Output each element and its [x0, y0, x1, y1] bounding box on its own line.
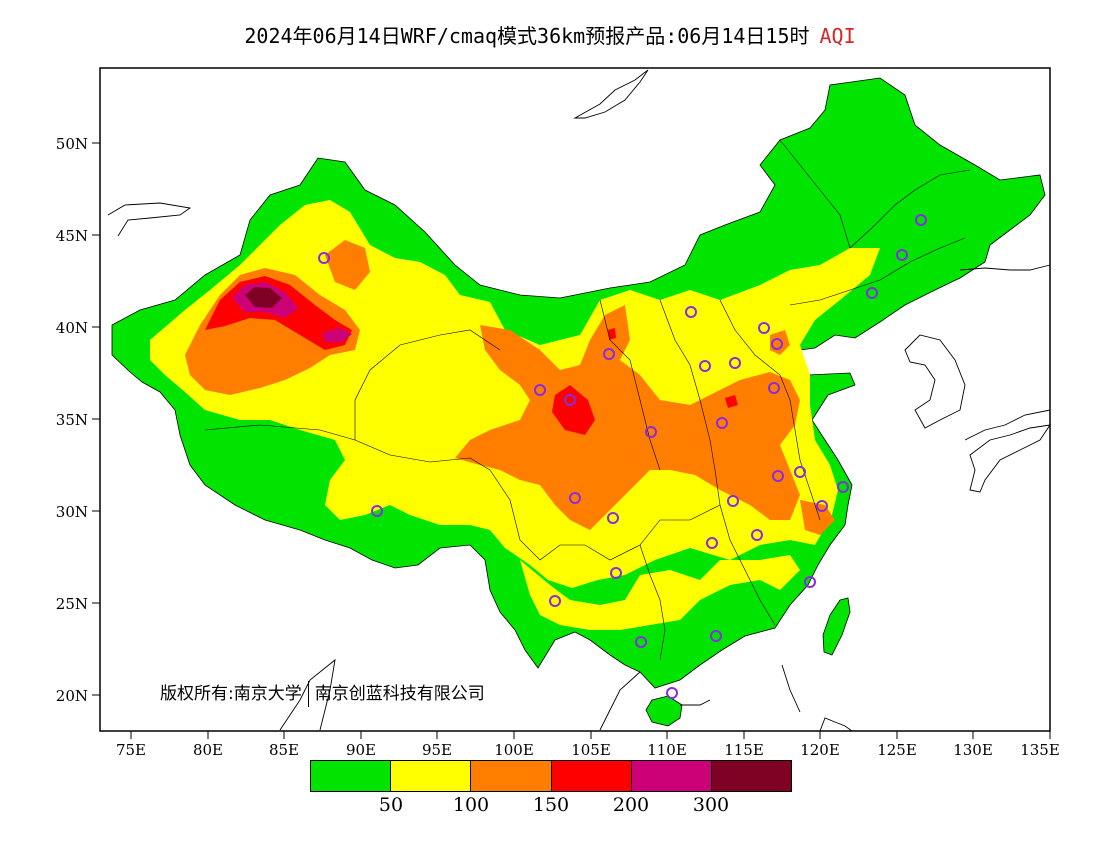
station-marker[interactable] [371, 505, 383, 517]
lon-label: 120E [800, 741, 840, 759]
lat-label: 30N [56, 503, 88, 521]
station-marker[interactable] [771, 338, 783, 350]
copyright-owner-1: 版权所有:南京大学 [160, 684, 302, 704]
title-main: 2024年06月14日WRF/cmaq模式36km预报产品:06月14日15时 [244, 24, 810, 48]
lat-label: 35N [56, 411, 88, 429]
aqi-zone-usg-north [325, 240, 370, 290]
copyright-notice: 版权所有:南京大学 南京创蓝科技有限公司 [160, 679, 485, 707]
aqi-zone-hazardous [245, 287, 282, 308]
legend-swatch-usg [471, 761, 552, 791]
lon-label: 95E [422, 741, 452, 759]
legend-swatch-very-unhealthy [631, 761, 712, 791]
station-marker[interactable] [915, 214, 927, 226]
aqi-zone-moderate-south [520, 555, 800, 630]
lon-label: 110E [647, 741, 687, 759]
station-marker[interactable] [896, 249, 908, 261]
legend-label: 150 [532, 794, 570, 816]
lon-label: 125E [877, 741, 917, 759]
lat-label: 20N [56, 687, 88, 705]
station-marker[interactable] [534, 384, 546, 396]
lat-label: 40N [56, 319, 88, 337]
station-marker[interactable] [318, 252, 330, 264]
station-marker[interactable] [603, 348, 615, 360]
legend-label: 50 [378, 794, 404, 816]
lat-axis: 50N 45N 40N 35N 30N 25N 20N [56, 135, 100, 705]
station-marker[interactable] [685, 306, 697, 318]
aqi-zone-usg-central [455, 305, 800, 530]
station-marker[interactable] [635, 636, 647, 648]
lon-label: 75E [116, 741, 146, 759]
station-marker[interactable] [564, 394, 576, 406]
station-marker[interactable] [607, 512, 619, 524]
legend-swatch-good [311, 761, 392, 791]
station-marker[interactable] [727, 495, 739, 507]
aqi-legend-labels: 50 100 150 200 300 [0, 794, 1100, 818]
title-variable: AQI [819, 24, 856, 48]
station-marker[interactable] [751, 529, 763, 541]
station-marker[interactable] [866, 287, 878, 299]
station-marker[interactable] [699, 360, 711, 372]
lat-label: 25N [56, 595, 88, 613]
province-borders [204, 139, 971, 661]
legend-swatch-hazardous [711, 761, 792, 791]
station-marker[interactable] [710, 630, 722, 642]
station-markers [318, 214, 927, 699]
copyright-separator [307, 681, 309, 707]
station-marker[interactable] [804, 576, 816, 588]
legend-label: 300 [692, 794, 730, 816]
station-marker[interactable] [794, 466, 806, 478]
legend-swatch-moderate [391, 761, 472, 791]
lon-label: 90E [346, 741, 376, 759]
lon-label: 130E [953, 741, 993, 759]
legend-label: 200 [612, 794, 650, 816]
station-marker[interactable] [772, 470, 784, 482]
station-marker[interactable] [837, 481, 849, 493]
aqi-zone-unhealthy-dot2 [608, 328, 616, 340]
station-marker[interactable] [569, 492, 581, 504]
map-title: 2024年06月14日WRF/cmaq模式36km预报产品:06月14日15时 A… [0, 20, 1100, 49]
legend-swatch-unhealthy [551, 761, 632, 791]
aqi-legend-bar [310, 760, 792, 792]
station-marker[interactable] [729, 357, 741, 369]
neighbor-coastlines [107, 69, 1051, 732]
lon-label: 85E [269, 741, 299, 759]
aqi-zone-unhealthy-dot1 [725, 395, 738, 408]
station-marker[interactable] [610, 567, 622, 579]
lon-axis: 75E 80E 85E 90E 95E 100E 105E 110E 115E … [116, 731, 1060, 759]
station-marker[interactable] [666, 687, 678, 699]
station-marker[interactable] [645, 426, 657, 438]
station-marker[interactable] [716, 417, 728, 429]
station-marker[interactable] [816, 500, 828, 512]
aqi-field [111, 77, 1046, 727]
legend-label: 100 [452, 794, 490, 816]
station-marker[interactable] [706, 537, 718, 549]
lon-label: 100E [494, 741, 534, 759]
lat-label: 45N [56, 227, 88, 245]
lon-label: 135E [1020, 741, 1060, 759]
lon-label: 80E [193, 741, 223, 759]
copyright-owner-2: 南京创蓝科技有限公司 [314, 684, 485, 704]
taiwan-island [822, 597, 851, 656]
aqi-zone-moderate-west [150, 200, 880, 588]
lon-label: 115E [724, 741, 764, 759]
station-marker[interactable] [758, 322, 770, 334]
station-marker[interactable] [768, 382, 780, 394]
aqi-zone-unhealthy-loess [552, 385, 595, 435]
lon-label: 105E [571, 741, 611, 759]
station-marker[interactable] [549, 595, 561, 607]
lat-label: 50N [56, 135, 88, 153]
aqi-zone-very-unhealthy-2 [322, 328, 352, 342]
